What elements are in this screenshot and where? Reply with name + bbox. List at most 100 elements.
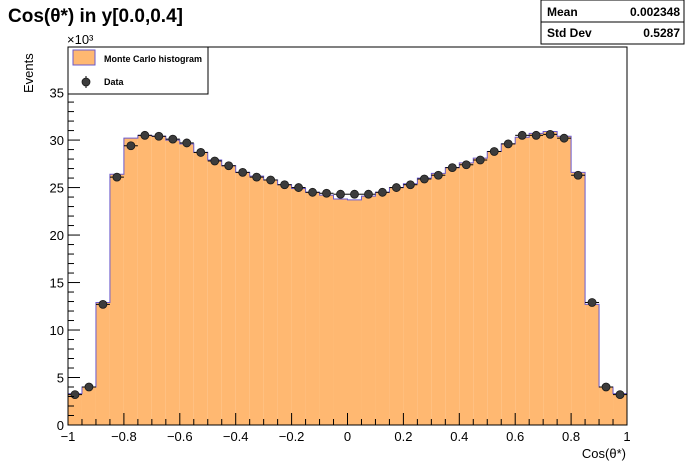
x-tick-label: 0 [344,429,351,444]
data-point [615,390,625,400]
data-point [489,147,499,156]
data-point [517,130,527,140]
data-point [419,174,429,184]
mc-bar [347,199,362,425]
y-axis-label: Events [21,53,36,93]
mc-bar [165,140,180,425]
mc-bar [613,393,627,425]
mc-bar [417,178,432,425]
mc-bar [543,131,558,425]
mc-bar [473,158,488,425]
data-point [238,167,248,177]
mc-bar [68,393,82,425]
mc-bar [403,183,418,425]
mc-bar [319,195,334,425]
legend-mc-label: Monte Carlo histogram [104,54,202,64]
mc-bar [179,143,194,425]
x-axis-ticks: −1 −0.8 −0.6 −0.4 −0.2 0 0.2 0.4 0.6 0.8 1 [61,413,631,444]
x-tick-label: 0.4 [450,429,468,444]
mc-bar [207,160,222,426]
mc-bar [249,176,264,425]
mc-bar [375,192,390,425]
y-tick-label: 10 [50,323,64,338]
mc-bar [291,188,306,425]
data-point [98,299,108,309]
mc-bar [389,187,404,425]
mc-bar [529,133,544,426]
plot-marks [67,46,628,426]
mc-bar [81,387,96,425]
mc-bar [445,167,460,425]
legend-mc-swatch [72,49,96,66]
mc-bar [109,174,124,425]
data-point [503,139,513,149]
data-point [294,183,303,192]
x-axis-label: Cos(θ*) [582,446,626,461]
data-point [322,188,331,198]
data-point [182,138,192,148]
y-tick-label: 30 [50,133,64,148]
mc-bar [585,304,600,425]
data-point [475,155,485,165]
y-axis-ticks: 0 5 10 15 20 25 30 35 [50,54,80,433]
mc-bar [333,198,348,425]
data-point [266,175,276,185]
mc-bar [95,302,110,425]
chart-title: Cos(θ*) in y[0.0,0.4] [8,6,183,27]
data-point [210,156,220,166]
stat-mean-value: 0.002348 [630,5,680,19]
data-point [224,161,234,171]
data-point [559,133,569,143]
y-tick-label: 0 [57,418,64,433]
legend: Monte Carlo histogram Data [67,46,209,95]
data-point [308,187,317,197]
x-tick-label: −0.4 [223,429,249,444]
mc-bar [431,173,446,425]
mc-bar [557,136,572,426]
mc-bar [571,172,586,425]
stat-mean-label: Mean [547,5,578,19]
data-point [601,382,611,392]
data-point [168,134,178,144]
data-point [364,189,373,199]
x-tick-label: −1 [61,429,76,444]
y-tick-label: 20 [50,228,64,243]
data-point [112,172,122,182]
data-point [140,130,150,140]
x-tick-label: 0.2 [394,429,412,444]
x-tick-label: −0.6 [167,429,193,444]
mc-bar [599,387,614,425]
stat-stddev-value: 0.5287 [643,26,680,40]
data-point [154,131,164,141]
data-point [350,189,359,199]
data-point [531,130,541,140]
data-point [545,129,555,139]
data-point [252,172,262,182]
data-point [392,183,401,192]
mc-bar [361,196,376,425]
data-point [447,163,457,173]
mc-bar [123,138,138,425]
data-point [84,382,94,392]
x-tick-label: −0.8 [111,429,137,444]
y-tick-label: 15 [50,276,64,291]
mc-bar [221,165,236,425]
data-point [70,390,80,400]
mc-bar [501,143,516,425]
legend-data-marker [81,77,91,87]
data-point [280,180,290,190]
mc-bar [487,151,502,426]
data-point [336,189,345,199]
y-axis-multiplier: ×10³ [67,32,94,47]
y-tick-label: 5 [57,371,64,386]
data-point [587,298,597,307]
x-tick-label: 0.6 [506,429,524,444]
mc-bar [515,137,530,425]
mc-bar [235,172,250,425]
mc-bar [137,135,152,425]
y-tick-label: 35 [50,86,64,101]
mc-bar [277,184,292,425]
legend-data-label: Data [104,77,125,87]
x-tick-label: 1 [623,429,630,444]
